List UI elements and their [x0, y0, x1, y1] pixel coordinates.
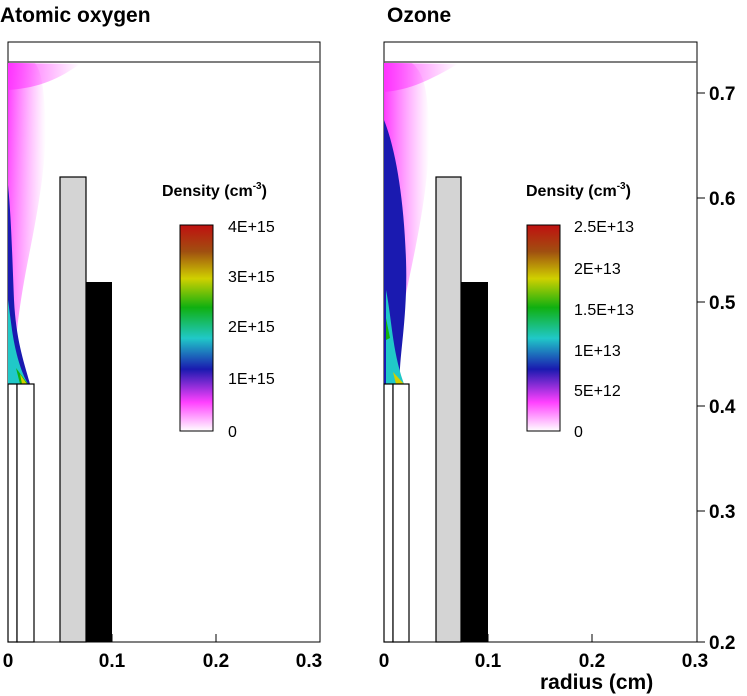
x-tick-label: 0.2 [203, 651, 229, 672]
legend-level: 3E+15 [228, 269, 275, 286]
x-axis-atomic-oxygen: 0 0.1 0.2 0.3 [3, 634, 322, 672]
inner-tube-wall-1 [383, 383, 394, 643]
density-yellow [20, 374, 27, 384]
density-cyan [386, 290, 404, 384]
legend-title: Density (cm-3) [526, 181, 631, 200]
y-tick-label: 0.4 [709, 397, 736, 418]
x-tick-label: 0.2 [579, 651, 605, 672]
inner-tube-wall-2 [392, 383, 410, 643]
y-tick-label: 0.7 [709, 84, 735, 105]
legend-level: 1.5E+13 [574, 302, 634, 319]
density-green [386, 318, 390, 340]
density-field-ozone [384, 63, 458, 385]
legend-ozone: Density (cm-3) 2.5E+13 2E+13 1.5E+13 1E+… [526, 181, 634, 441]
legend-level: 4E+15 [228, 219, 275, 236]
color-scale-bar [526, 224, 561, 432]
x-tick-label: 0.1 [475, 651, 502, 672]
ground-electrode [461, 282, 488, 642]
y-tick-label: 0.6 [709, 189, 735, 210]
legend-atomic-oxygen: Density (cm-3) 4E+15 3E+15 2E+15 1E+15 0 [162, 181, 275, 441]
density-cyan [8, 300, 28, 384]
color-scale-bar [179, 224, 214, 432]
y-tick-label: 0.3 [709, 502, 735, 523]
legend-level: 1E+15 [228, 371, 275, 388]
legend-level: 2E+13 [574, 261, 621, 278]
legend-level: 2E+15 [228, 319, 275, 336]
x-tick-label: 0 [379, 651, 390, 672]
inner-tube-wall-1 [7, 383, 18, 643]
plot-area-atomic-oxygen: Density (cm-3) 4E+15 3E+15 2E+15 1E+15 0… [3, 41, 322, 672]
legend-level: 0 [574, 424, 583, 441]
dielectric-tube [59, 176, 87, 643]
panel-title-atomic-oxygen: Atomic oxygen [0, 4, 151, 27]
panel-title-ozone: Ozone [387, 4, 451, 27]
density-yellow [393, 372, 404, 384]
density-green [16, 368, 28, 384]
legend-level: 2.5E+13 [574, 219, 634, 236]
x-tick-label: 0.3 [296, 651, 322, 672]
density-blue [8, 185, 30, 384]
x-axis-ozone: 0 0.1 0.2 0.3 [379, 634, 708, 672]
panel-ozone: Ozone Density (cm-3) 2.5E+13 [379, 4, 736, 694]
panel-atomic-oxygen: Atomic oxygen Density (cm [0, 4, 322, 672]
ground-electrode [86, 282, 112, 642]
y-tick-label: 0.5 [709, 293, 736, 314]
x-axis-title: radius (cm) [540, 671, 653, 694]
dielectric-tube [435, 176, 462, 643]
inner-tube-wall-2 [16, 383, 35, 643]
plume-fade [8, 63, 60, 385]
x-tick-label: 0 [3, 651, 14, 672]
legend-title: Density (cm-3) [162, 181, 267, 200]
legend-level: 0 [228, 424, 237, 441]
x-tick-label: 0.3 [682, 651, 708, 672]
legend-level: 5E+12 [574, 383, 621, 400]
x-tick-label: 0.1 [99, 651, 126, 672]
plot-area-ozone: Density (cm-3) 2.5E+13 2E+13 1.5E+13 1E+… [379, 41, 736, 672]
legend-level: 1E+13 [574, 343, 621, 360]
density-field-atomic-oxygen [8, 63, 80, 385]
y-axis-ozone: 0.7 0.6 0.5 0.4 0.3 0.2 [697, 84, 736, 654]
y-tick-label: 0.2 [709, 633, 735, 654]
